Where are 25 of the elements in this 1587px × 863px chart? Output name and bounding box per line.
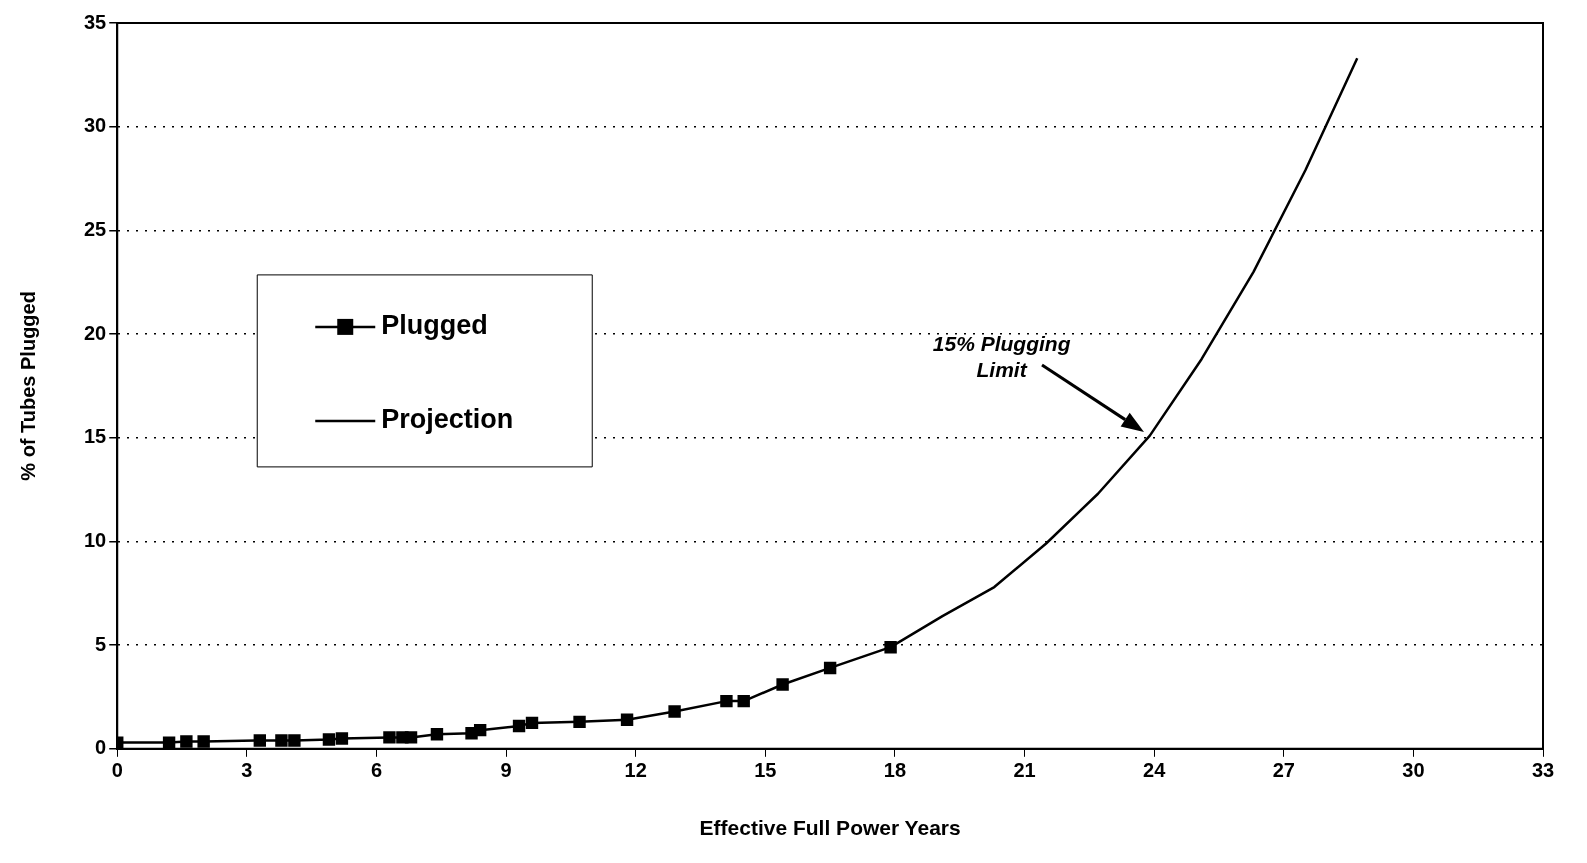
- annotation: 15% Plugging Limit: [931, 331, 1072, 384]
- y-tick-label: 0: [95, 736, 107, 759]
- x-tick-label: 0: [111, 759, 123, 782]
- x-tick-label: 30: [1402, 759, 1425, 782]
- y-tick-label: 25: [84, 217, 107, 240]
- x-tick-label: 18: [883, 759, 907, 782]
- legend-label: Projection: [381, 404, 514, 435]
- x-tick-label: 33: [1531, 759, 1555, 782]
- y-tick-label: 10: [84, 528, 107, 551]
- x-tick-label: 3: [241, 759, 253, 782]
- y-tick-label: 20: [84, 321, 107, 344]
- y-tick-label: 35: [84, 10, 107, 33]
- x-tick-label: 9: [500, 759, 512, 782]
- x-tick-label: 15: [754, 759, 777, 782]
- y-tick-label: 30: [84, 114, 107, 137]
- x-tick-label: 27: [1272, 759, 1295, 782]
- legend-label: Plugged: [381, 310, 488, 341]
- x-tick-label: 6: [370, 759, 383, 782]
- y-tick-label: 15: [84, 425, 107, 448]
- x-tick-label: 21: [1013, 759, 1036, 782]
- x-tick-label: 12: [624, 759, 647, 782]
- x-axis-title: Effective Full Power Years: [699, 816, 961, 840]
- y-axis-title: % of Tubes Plugged: [16, 291, 39, 481]
- x-tick-label: 24: [1143, 759, 1167, 782]
- y-tick-label: 5: [95, 632, 107, 655]
